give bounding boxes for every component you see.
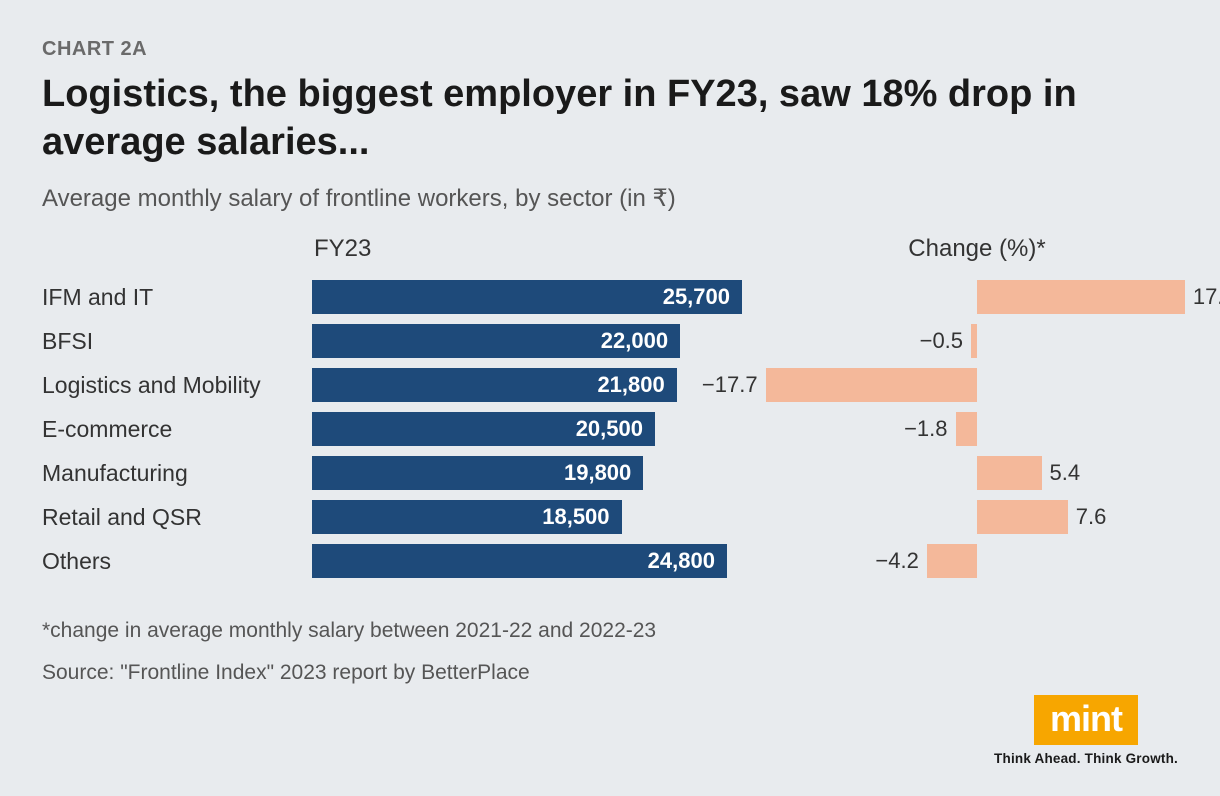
change-bar — [977, 500, 1068, 534]
chart-title: Logistics, the biggest employer in FY23,… — [42, 71, 1122, 166]
change-bar — [766, 368, 977, 402]
row-label-header — [42, 235, 292, 275]
change-bar-cell: −1.8 — [762, 407, 1192, 451]
fy23-bar-cell: 25,700 — [312, 275, 742, 319]
change-value-label: −17.7 — [702, 368, 758, 402]
logo-tagline: Think Ahead. Think Growth. — [994, 751, 1178, 766]
chart-subtitle: Average monthly salary of frontline work… — [42, 184, 1178, 213]
change-value-label: 17.4 — [1193, 280, 1220, 314]
row-label: BFSI — [42, 319, 292, 363]
change-bar-cell: −4.2 — [762, 539, 1192, 583]
row-label: Retail and QSR — [42, 495, 292, 539]
chart-grid: FY23 Change (%)* IFM and IT25,70017.4BFS… — [42, 235, 1178, 583]
fy23-bar-cell: 21,800 — [312, 363, 742, 407]
row-label: Others — [42, 539, 292, 583]
row-label: E-commerce — [42, 407, 292, 451]
fy23-bar: 24,800 — [312, 544, 727, 578]
change-bar-cell: 7.6 — [762, 495, 1192, 539]
footnote: *change in average monthly salary betwee… — [42, 619, 1178, 643]
change-bar-cell: 5.4 — [762, 451, 1192, 495]
row-label: Manufacturing — [42, 451, 292, 495]
fy23-bar-cell: 20,500 — [312, 407, 742, 451]
change-value-label: −1.8 — [904, 412, 947, 446]
fy23-bar: 20,500 — [312, 412, 655, 446]
change-value-label: 5.4 — [1050, 456, 1081, 490]
fy23-bar: 19,800 — [312, 456, 643, 490]
column-header-change: Change (%)* — [762, 235, 1192, 275]
row-label: Logistics and Mobility — [42, 363, 292, 407]
publisher-logo: mint Think Ahead. Think Growth. — [994, 695, 1178, 766]
source-line: Source: "Frontline Index" 2023 report by… — [42, 661, 1178, 685]
fy23-bar: 18,500 — [312, 500, 622, 534]
change-bar — [956, 412, 978, 446]
change-value-label: −0.5 — [920, 324, 963, 358]
change-bar — [971, 324, 977, 358]
fy23-bar-cell: 19,800 — [312, 451, 742, 495]
change-bar-cell: 17.4 — [762, 275, 1192, 319]
column-header-fy23: FY23 — [312, 235, 742, 275]
chart-number-label: CHART 2A — [42, 38, 1178, 61]
change-bar — [977, 280, 1185, 314]
change-value-label: −4.2 — [875, 544, 918, 578]
logo-wordmark: mint — [1034, 695, 1138, 745]
change-bar-cell: −0.5 — [762, 319, 1192, 363]
change-value-label: 7.6 — [1076, 500, 1107, 534]
fy23-bar: 21,800 — [312, 368, 677, 402]
fy23-bar: 25,700 — [312, 280, 742, 314]
fy23-bar-cell: 22,000 — [312, 319, 742, 363]
change-bar — [927, 544, 977, 578]
change-bar — [977, 456, 1042, 490]
row-label: IFM and IT — [42, 275, 292, 319]
fy23-bar-cell: 24,800 — [312, 539, 742, 583]
change-bar-cell: −17.7 — [762, 363, 1192, 407]
fy23-bar: 22,000 — [312, 324, 680, 358]
fy23-bar-cell: 18,500 — [312, 495, 742, 539]
